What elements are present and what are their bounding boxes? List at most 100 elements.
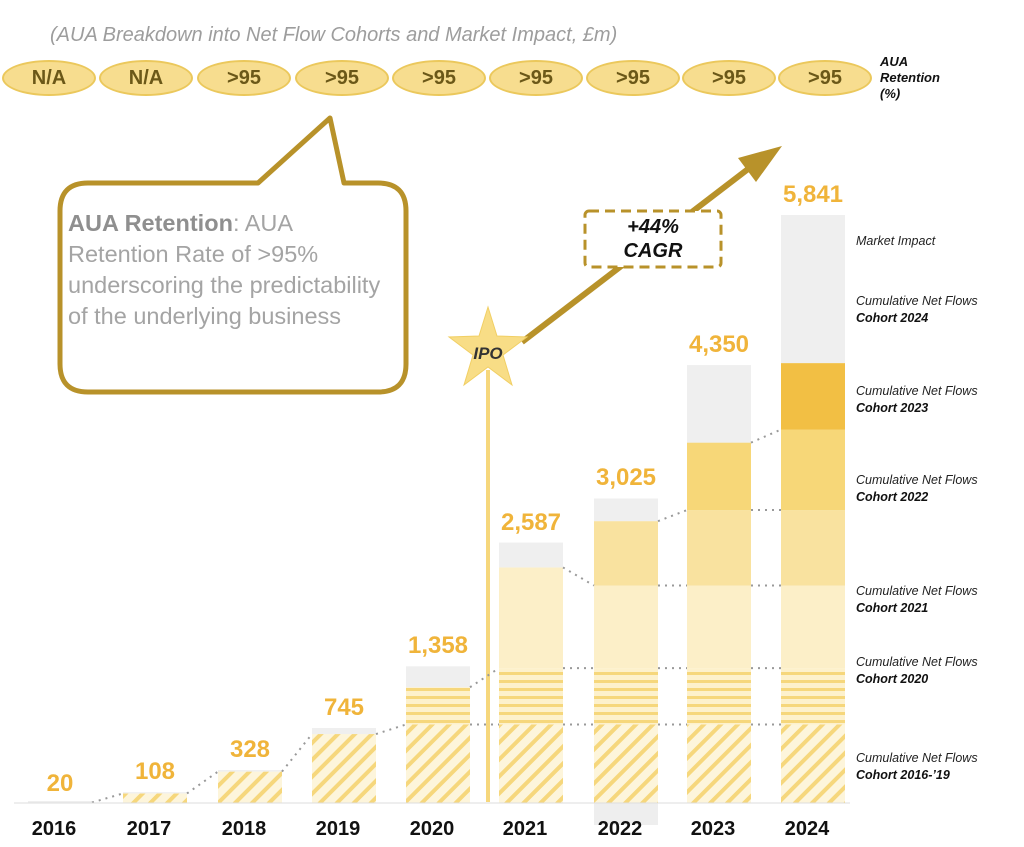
bar-shadow bbox=[594, 803, 658, 825]
bar-total-label: 108 bbox=[134, 758, 176, 786]
retention-pill: >95 bbox=[295, 60, 389, 96]
legend-entry: Market Impact bbox=[856, 233, 1024, 250]
x-tick-label: 2023 bbox=[690, 818, 736, 840]
growth-arrow-head bbox=[738, 146, 782, 182]
cohort-2021-segment bbox=[781, 585, 845, 669]
retention-label-line3: (%) bbox=[880, 86, 901, 101]
legend-entry-line2: Cohort 2023 bbox=[856, 401, 929, 415]
legend-entry-line2: Cohort 2016-’19 bbox=[856, 768, 950, 782]
cohort-2021-segment bbox=[594, 585, 658, 669]
legend-entry-line2: Cohort 2020 bbox=[856, 672, 929, 686]
legend-entry-line1: Cumulative Net Flows bbox=[856, 473, 978, 487]
legend-entry-line1: Market Impact bbox=[856, 234, 936, 248]
cohort-2020-segment bbox=[406, 687, 470, 725]
retention-pill: >95 bbox=[778, 60, 872, 96]
cohort-2020-segment bbox=[781, 668, 845, 725]
retention-pill: >95 bbox=[197, 60, 291, 96]
chart-subtitle: (AUA Breakdown into Net Flow Cohorts and… bbox=[50, 24, 618, 46]
callout-body: : AUA Retention Rate of >95% underscorin… bbox=[68, 210, 381, 329]
x-tick-label: 2022 bbox=[597, 818, 643, 840]
callout-bubble bbox=[57, 115, 409, 395]
retention-pill: N/A bbox=[2, 60, 96, 96]
ipo-star bbox=[447, 305, 529, 387]
callout-text: AUA Retention: AUA Retention Rate of >95… bbox=[68, 208, 398, 332]
x-tick-label: 2020 bbox=[409, 818, 455, 840]
cohort-connector bbox=[281, 733, 313, 773]
cohort-2022-segment bbox=[781, 510, 845, 586]
retention-pill: >95 bbox=[586, 60, 680, 96]
legend-entry: Cumulative Net Flows Cohort 2024 bbox=[856, 293, 1024, 327]
market-impact-segment bbox=[499, 542, 563, 568]
legend-entry: Cumulative Net Flows Cohort 2016-’19 bbox=[856, 750, 1024, 784]
retention-pill: >95 bbox=[392, 60, 486, 96]
bar-total-label: 745 bbox=[323, 694, 365, 721]
legend-entry-line1: Cumulative Net Flows bbox=[856, 751, 978, 765]
retention-pill: >95 bbox=[682, 60, 776, 96]
cohort-2023-segment bbox=[781, 429, 845, 511]
bar-total-label: 1,358 bbox=[407, 632, 469, 660]
cohort-2016-19-segment bbox=[406, 724, 470, 803]
cohort-connector bbox=[469, 667, 500, 689]
market-impact-segment bbox=[406, 666, 470, 688]
cohort-2016-19-segment bbox=[594, 724, 658, 803]
market-impact-segment bbox=[687, 365, 751, 443]
cohort-2020-segment bbox=[594, 668, 658, 725]
bar-total-label: 2,587 bbox=[500, 508, 562, 536]
ipo-label: IPO bbox=[473, 344, 503, 363]
cohort-2021-segment bbox=[687, 585, 751, 669]
retention-row: N/A N/A >95 >95 >95 >95 >95 >95 >95 bbox=[0, 60, 880, 96]
cagr-label: +44% CAGR bbox=[585, 211, 721, 267]
cagr-box bbox=[583, 209, 723, 269]
market-impact-segment bbox=[781, 215, 845, 364]
cohort-2020-segment bbox=[499, 668, 563, 725]
cohort-2016-19-segment bbox=[312, 734, 376, 803]
cagr-caption: CAGR bbox=[623, 240, 683, 262]
legend-entry: Cumulative Net Flows Cohort 2022 bbox=[856, 472, 1024, 506]
cohort-2016-19-segment bbox=[499, 724, 563, 803]
cohort-connector bbox=[657, 509, 688, 523]
legend-entry: Cumulative Net Flows Cohort 2020 bbox=[856, 654, 1024, 688]
retention-label: AUA Retention (%) bbox=[880, 54, 980, 102]
legend-entry-line2: Cohort 2024 bbox=[856, 311, 929, 325]
market-impact-segment bbox=[218, 769, 282, 772]
x-tick-label: 2016 bbox=[31, 818, 77, 840]
legend-entry-line2: Cohort 2021 bbox=[856, 601, 929, 615]
cohort-2022-segment bbox=[594, 521, 658, 586]
cohort-2022-segment bbox=[687, 510, 751, 586]
cohort-connector bbox=[562, 566, 595, 587]
legend-entry: Cumulative Net Flows Cohort 2023 bbox=[856, 383, 1024, 417]
x-tick-label: 2017 bbox=[126, 818, 172, 840]
bar-total-label: 5,841 bbox=[782, 181, 844, 208]
legend-entry-line1: Cumulative Net Flows bbox=[856, 584, 978, 598]
market-impact-segment bbox=[594, 498, 658, 522]
cohort-2020-segment bbox=[687, 668, 751, 725]
bar-total-label: 20 bbox=[46, 770, 74, 797]
bar-total-label: 4,350 bbox=[688, 331, 750, 359]
cohort-connector bbox=[375, 723, 407, 735]
market-impact-segment bbox=[28, 800, 92, 803]
cohort-2021-segment bbox=[499, 567, 563, 669]
retention-label-line2: Retention bbox=[880, 70, 940, 85]
legend-entry: Cumulative Net Flows Cohort 2021 bbox=[856, 583, 1024, 617]
retention-label-line1: AUA bbox=[880, 54, 909, 69]
legend-entry-line1: Cumulative Net Flows bbox=[856, 294, 978, 308]
cohort-2016-19-segment bbox=[218, 771, 282, 803]
x-tick-label: 2018 bbox=[221, 818, 267, 840]
callout-bold: AUA Retention bbox=[68, 210, 233, 236]
legend-entry-line1: Cumulative Net Flows bbox=[856, 655, 978, 669]
retention-pill: N/A bbox=[99, 60, 193, 96]
cohort-2016-19-segment bbox=[687, 724, 751, 803]
cohort-2016-19-segment bbox=[123, 793, 187, 803]
retention-pill: >95 bbox=[489, 60, 583, 96]
legend-entry-line1: Cumulative Net Flows bbox=[856, 384, 978, 398]
market-impact-segment bbox=[123, 792, 187, 794]
x-tick-label: 2021 bbox=[502, 818, 548, 840]
cohort-2023-segment bbox=[687, 442, 751, 511]
cagr-value: +44% bbox=[627, 216, 679, 238]
cohort-connector bbox=[750, 428, 782, 444]
x-tick-label: 2024 bbox=[784, 818, 830, 840]
legend-entry-line2: Cohort 2022 bbox=[856, 490, 929, 504]
cohort-2016-19-segment bbox=[781, 724, 845, 803]
cohort-2024-segment bbox=[781, 363, 845, 430]
